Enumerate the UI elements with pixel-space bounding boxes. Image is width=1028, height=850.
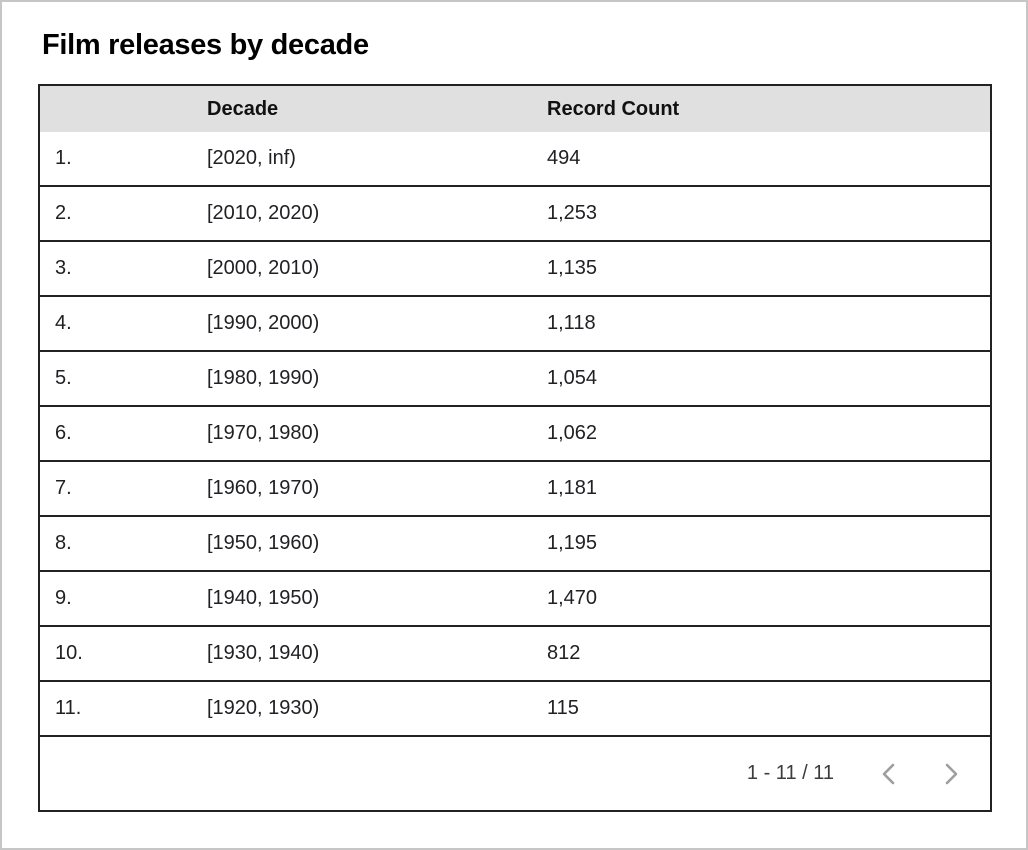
cell-record-count: 1,062 [547, 422, 598, 444]
cell-record-count: 1,470 [547, 587, 598, 609]
table-row: 10. [1930, 1940) 812 [40, 627, 990, 682]
chevron-right-icon [941, 762, 961, 786]
table-header-row: Decade Record Count [40, 86, 990, 132]
cell-decade: [1960, 1970) [207, 477, 320, 499]
table-row: 9. [1940, 1950) 1,470 [40, 572, 990, 627]
row-index: 8. [55, 532, 72, 554]
cell-decade: [1920, 1930) [207, 697, 320, 719]
cell-record-count: 1,118 [547, 312, 596, 334]
cell-record-count: 1,181 [547, 477, 598, 499]
film-releases-table: Decade Record Count 1. [2020, inf) 494 2… [38, 84, 992, 812]
cell-decade: [2020, inf) [207, 147, 296, 169]
prev-page-button[interactable] [866, 751, 912, 797]
row-index: 2. [55, 202, 72, 224]
table-row: 6. [1970, 1980) 1,062 [40, 407, 990, 462]
cell-record-count: 1,195 [547, 532, 598, 554]
row-index: 5. [55, 367, 72, 389]
chevron-left-icon [879, 762, 899, 786]
table-row: 4. [1990, 2000) 1,118 [40, 297, 990, 352]
row-index: 7. [55, 477, 72, 499]
cell-record-count: 1,054 [547, 367, 598, 389]
next-page-button[interactable] [928, 751, 974, 797]
page-title: Film releases by decade [42, 29, 369, 61]
table-row: 7. [1960, 1970) 1,181 [40, 462, 990, 517]
column-header-record-count[interactable]: Record Count [547, 97, 680, 120]
cell-decade: [1980, 1990) [207, 367, 320, 389]
table-row: 2. [2010, 2020) 1,253 [40, 187, 990, 242]
cell-record-count: 1,253 [547, 202, 598, 224]
cell-decade: [2000, 2010) [207, 257, 320, 279]
cell-record-count: 1,135 [547, 257, 598, 279]
row-index: 11. [55, 697, 82, 719]
table-row: 5. [1980, 1990) 1,054 [40, 352, 990, 407]
row-index: 4. [55, 312, 72, 334]
cell-decade: [1930, 1940) [207, 642, 320, 664]
cell-record-count: 812 [547, 642, 581, 664]
table-row: 3. [2000, 2010) 1,135 [40, 242, 990, 297]
cell-decade: [1940, 1950) [207, 587, 320, 609]
row-index: 10. [55, 642, 83, 664]
table-pagination-bar: 1 - 11 / 11 [40, 737, 990, 810]
table-row: 11. [1920, 1930) 115 [40, 682, 990, 737]
pagination-range-label: 1 - 11 / 11 [746, 762, 834, 784]
column-header-decade[interactable]: Decade [207, 97, 279, 120]
cell-record-count: 494 [547, 147, 581, 169]
row-index: 9. [55, 587, 72, 609]
cell-record-count: 115 [547, 697, 579, 719]
row-index: 3. [55, 257, 72, 279]
row-index: 1. [55, 147, 72, 169]
cell-decade: [1990, 2000) [207, 312, 320, 334]
table-row: 1. [2020, inf) 494 [40, 132, 990, 187]
cell-decade: [2010, 2020) [207, 202, 320, 224]
row-index: 6. [55, 422, 72, 444]
table-row: 8. [1950, 1960) 1,195 [40, 517, 990, 572]
cell-decade: [1970, 1980) [207, 422, 320, 444]
cell-decade: [1950, 1960) [207, 532, 320, 554]
